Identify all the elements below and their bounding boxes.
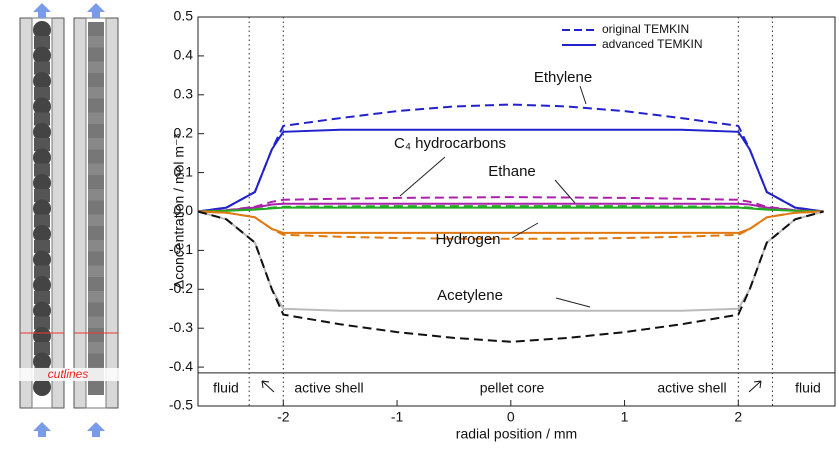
flow-arrow: [87, 422, 105, 437]
particle: [88, 124, 104, 140]
particle: [88, 240, 104, 253]
region-arrow: [262, 381, 274, 392]
particle: [88, 317, 104, 330]
series-label: Ethylene: [534, 69, 592, 86]
leader-line: [555, 180, 575, 203]
particle: [88, 328, 104, 344]
schematic-label: cutlines: [48, 367, 89, 381]
particle: [88, 62, 104, 75]
particle: [88, 354, 104, 370]
series-label: Acetylene: [437, 287, 503, 304]
leader-line: [556, 298, 590, 307]
region-label: fluid: [213, 380, 239, 396]
particle: [88, 291, 104, 304]
y-axis-label: Δconcentration / mol m⁻³: [171, 134, 187, 290]
series-line: [198, 208, 824, 212]
x-tick-label: 0: [507, 409, 515, 425]
region-label: pellet core: [480, 380, 545, 396]
plot-frame: [198, 17, 835, 406]
y-tick-label: 0.4: [174, 47, 194, 63]
leader-line: [400, 157, 445, 196]
x-axis-label: radial position / mm: [456, 426, 577, 442]
series-label: Hydrogen: [435, 231, 500, 248]
series-line: [198, 212, 824, 239]
region-label: active shell: [294, 380, 363, 396]
region-arrow: [749, 381, 761, 392]
particle: [88, 252, 104, 268]
particle: [88, 226, 104, 242]
particle: [88, 189, 104, 202]
particle: [88, 201, 104, 217]
series-label: C₄ hydrocarbons: [394, 135, 506, 152]
region-label: fluid: [795, 380, 821, 396]
particle: [88, 87, 104, 100]
y-tick-label: -0.3: [169, 319, 193, 335]
particle: [88, 277, 104, 293]
y-tick-label: 0.5: [174, 8, 194, 24]
x-tick-label: -2: [277, 409, 290, 425]
x-tick-label: 1: [621, 409, 629, 425]
series-line: [198, 212, 824, 233]
particle: [88, 113, 104, 126]
particle: [88, 303, 104, 319]
y-tick-label: 0.3: [174, 86, 194, 102]
flow-arrow: [87, 3, 105, 18]
series-line: [198, 105, 824, 212]
series-line: [198, 212, 824, 311]
particle: [88, 150, 104, 166]
particle: [88, 215, 104, 228]
chart: cutlines0.50.40.30.20.10.0-0.1-0.2-0.3-0…: [0, 0, 839, 444]
y-tick-label: -0.5: [169, 397, 193, 413]
particle: [88, 138, 104, 151]
x-tick-label: -1: [391, 409, 404, 425]
series-line: [198, 212, 824, 342]
flow-arrow: [33, 3, 51, 18]
particle: [88, 266, 104, 279]
leader-line: [512, 223, 538, 238]
leader-line: [580, 86, 586, 104]
particle: [88, 22, 104, 38]
particle: [88, 175, 104, 191]
particle: [88, 73, 104, 89]
flow-arrow: [33, 422, 51, 437]
particle: [88, 48, 104, 64]
particle: [88, 99, 104, 115]
particle: [88, 36, 104, 49]
particle: [88, 342, 104, 355]
region-label: active shell: [657, 380, 726, 396]
series-label: Ethane: [488, 163, 536, 180]
particle: [88, 164, 104, 177]
y-tick-label: -0.4: [169, 358, 193, 374]
legend-label: original TEMKIN: [602, 22, 689, 36]
particle: [88, 379, 104, 395]
legend-label: advanced TEMKIN: [602, 37, 703, 51]
x-tick-label: 2: [734, 409, 742, 425]
